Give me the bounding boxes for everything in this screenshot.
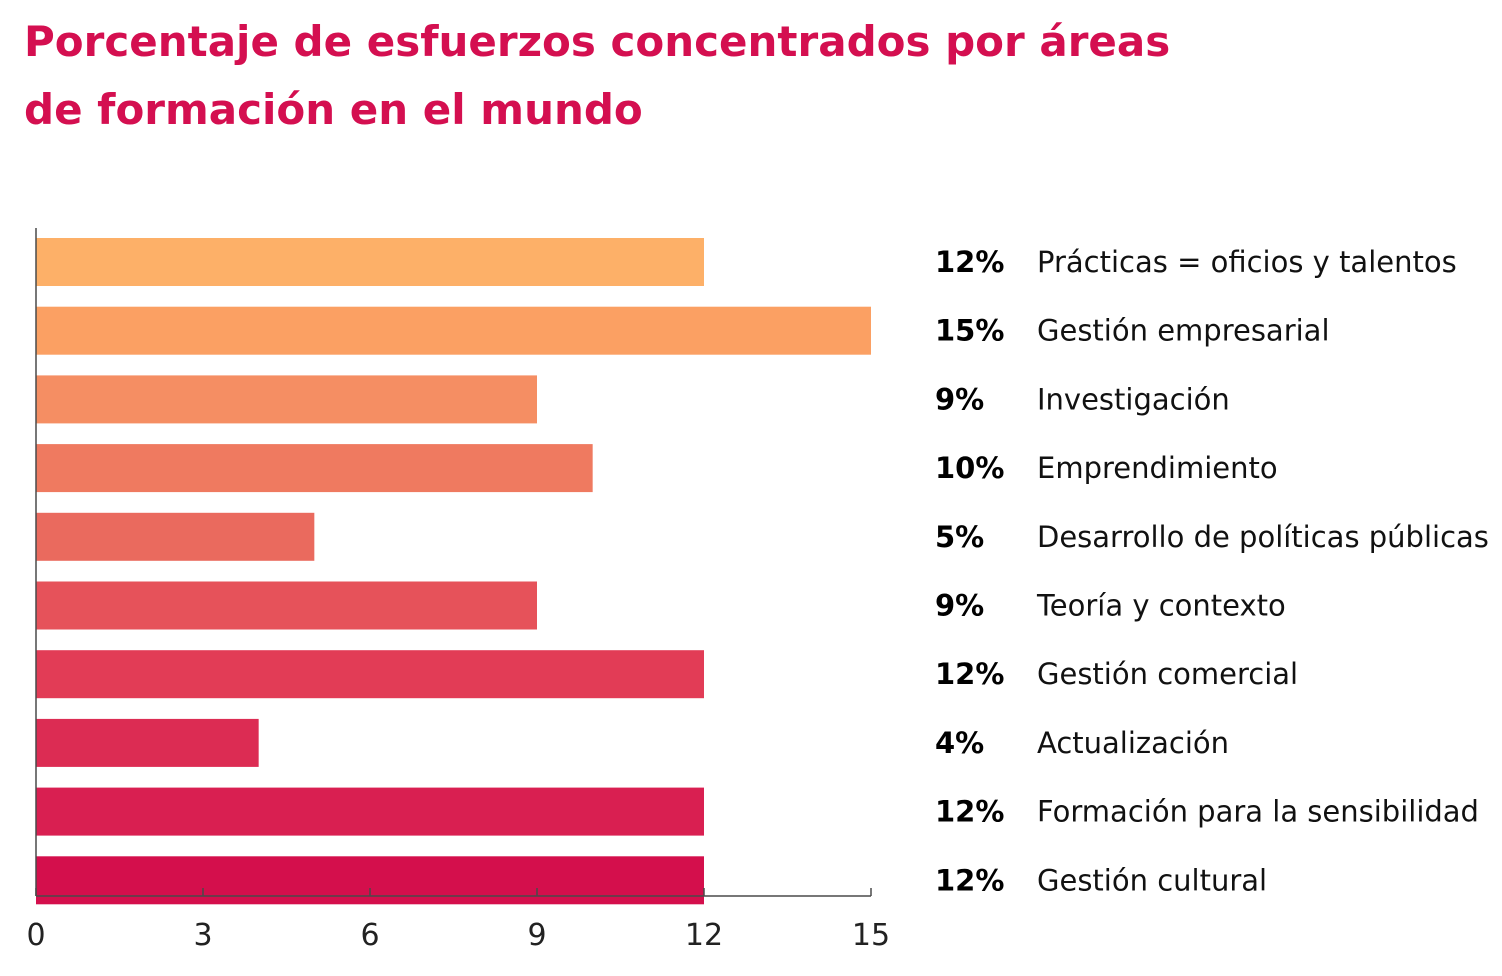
x-tick-label-15: 15 (852, 918, 890, 953)
x-tick-label-6: 6 (360, 918, 379, 953)
chart-title-line-1: Porcentaje de esfuerzos concentrados por… (24, 17, 1171, 66)
category-label-5: Desarrollo de políticas públicas (1037, 520, 1489, 554)
category-label-7: Gestión comercial (1037, 657, 1298, 691)
category-label-10: Gestión cultural (1037, 863, 1267, 897)
x-tick-label-3: 3 (193, 918, 212, 953)
chart-title-line-2: de formación en el mundo (24, 85, 643, 134)
x-tick-label-0: 0 (26, 918, 45, 953)
value-label-4: 10% (935, 451, 1004, 485)
category-label-1: Prácticas = oficios y talentos (1037, 245, 1457, 279)
category-legend: 12% Prácticas = oficios y talentos 15% Gest… (935, 245, 1489, 897)
value-label-3: 9% (935, 382, 984, 416)
bar-3 (36, 375, 537, 424)
value-label-2: 15% (935, 314, 1004, 348)
bar-1 (36, 238, 704, 286)
chart-title: Porcentaje de esfuerzos concentrados por… (24, 8, 1224, 144)
category-label-8: Actualización (1037, 726, 1229, 760)
x-tick-label-9: 9 (527, 918, 546, 953)
category-label-2: Gestión empresarial (1037, 314, 1330, 348)
category-label-3: Investigación (1037, 382, 1230, 416)
value-label-7: 12% (935, 657, 1004, 691)
category-label-6: Teoría y contexto (1036, 589, 1286, 623)
bar-6 (36, 581, 537, 630)
value-label-9: 12% (935, 795, 1004, 829)
bar-7 (36, 650, 704, 699)
x-tick-label-12: 12 (685, 918, 723, 953)
bar-5 (36, 512, 315, 561)
bar-8 (36, 718, 259, 767)
bar-2 (36, 306, 871, 355)
value-label-8: 4% (935, 726, 984, 760)
bars-layer (36, 238, 871, 905)
value-label-6: 9% (935, 589, 984, 623)
x-axis: 0 3 6 9 12 15 (26, 228, 890, 953)
value-label-5: 5% (935, 520, 984, 554)
category-label-9: Formación para la sensibilidad (1037, 795, 1479, 829)
category-label-4: Emprendimiento (1037, 451, 1278, 485)
value-label-10: 12% (935, 863, 1004, 897)
bar-10 (36, 856, 704, 905)
value-label-1: 12% (935, 245, 1004, 279)
bar-4 (36, 444, 593, 493)
bar-9 (36, 787, 704, 836)
